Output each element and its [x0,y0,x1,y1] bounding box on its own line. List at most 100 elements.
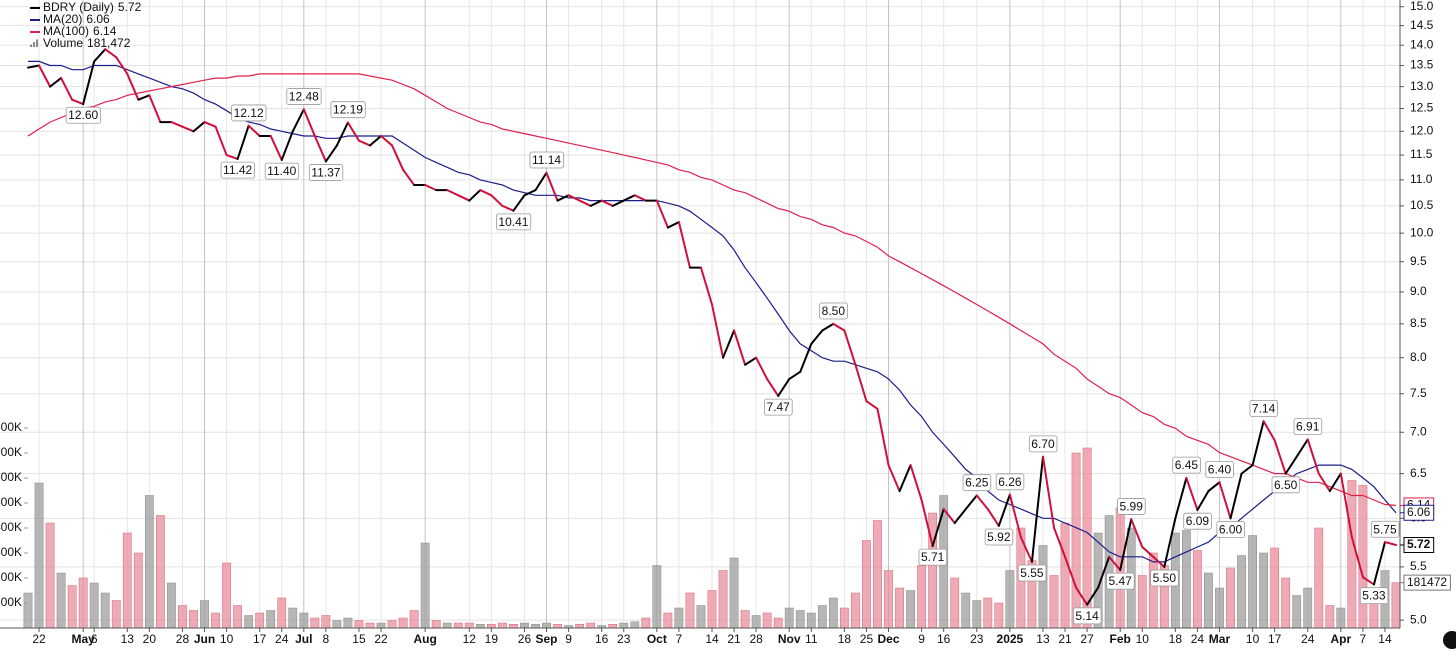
x-tick-label: Sep [536,632,558,646]
x-tick-label: 23 [617,632,631,646]
volume-bar [542,622,551,629]
price-segment [236,124,250,160]
price-segment [1053,526,1067,558]
price-segment [1196,490,1210,512]
volume-bar [156,515,165,629]
price-segment [1019,536,1033,563]
volume-bar [895,587,904,629]
volume-bar [773,617,783,629]
value-label: 5.99 [1120,499,1144,513]
price-segment [225,154,239,160]
value-label: 5.50 [1153,571,1177,585]
price-segment [975,494,989,511]
x-tick-label: 24 [1301,632,1315,646]
x-tick-label: 16 [937,632,951,646]
x-tick-label: 7 [1360,632,1367,646]
x-tick-label: 8 [323,632,330,646]
volume-bar [1005,570,1015,629]
legend-value: 6.14 [93,24,117,38]
price-segment [766,378,780,397]
x-tick-label: 27 [1080,632,1094,646]
price-segment [490,194,504,207]
volume-bar [1137,575,1147,629]
x-tick-label: 14 [1378,632,1392,646]
value-label: 5.75 [1373,522,1397,536]
price-segment [545,171,559,202]
volume-bar [67,585,77,629]
value-label: 12.19 [333,103,363,117]
y-tick-label: 8.5 [1410,316,1427,330]
price-segment [501,204,515,212]
price-segment [1339,472,1353,539]
volume-bar [144,495,154,629]
price-segment [832,322,846,332]
value-label-box [764,398,793,416]
y-tick-label: 7.0 [1410,424,1427,438]
price-segment [777,378,791,397]
x-tick-label: 21 [1058,632,1072,646]
grid [0,0,1400,628]
x-tick-label: 2025 [997,632,1024,646]
label-layer: 12.60 11.42 12.12 11.40 12.48 11.37 12.19 10.41… [65,88,1400,625]
price-segment [611,199,625,207]
price-segment [49,77,63,88]
price-segment [567,194,581,202]
x-tick-label: 10 [1246,632,1260,646]
value-label-box [65,106,101,124]
volume-bar [354,620,364,629]
volume-bar [122,532,132,629]
volume-bar [652,565,662,629]
x-tick-label: 22 [32,632,46,646]
price-segment [1008,493,1022,539]
price-segment [369,134,383,147]
volume-bar [1104,515,1114,629]
y2-tick-label: 300K [0,545,22,559]
price-segment [755,356,769,381]
volume-bar [464,622,474,629]
x-tick-label: 16 [595,632,609,646]
volume-bar [222,562,231,629]
volume-bar [983,597,993,629]
price-segment [1229,472,1243,520]
value-label: 5.33 [1362,589,1386,603]
value-label-box [1117,498,1146,515]
volume-bar [630,621,640,629]
price-segment [1075,586,1089,606]
volume-bar [817,605,827,629]
value-label: 6.70 [1031,437,1055,451]
price-segment [380,134,394,147]
value-label: 5.71 [921,550,945,564]
value-label-box [231,104,267,122]
volume-bar [486,624,496,629]
volume-bar [133,552,143,629]
y2-tick-label: 700K [0,445,22,459]
value-label-box [496,213,532,231]
x-tick-label: 14 [705,632,719,646]
value-label-box [529,151,564,169]
price-segment [402,168,416,186]
line-layer [27,48,1397,606]
volume-bar [1314,527,1324,629]
volume-bar [34,482,44,629]
y-tick-label: 13.5 [1410,58,1434,72]
value-label-box [1359,587,1389,605]
volume-bar [586,622,596,629]
volume-bar [1325,605,1335,629]
price-segment [1317,472,1331,493]
volume-bar [1336,607,1346,629]
x-tick-label: 18 [838,632,852,646]
price-segment [821,322,835,332]
volume-bar [1204,572,1213,629]
price-segment [997,493,1011,527]
x-tick-label: 24 [275,632,289,646]
value-label: 12.48 [289,90,319,104]
volume-bar [685,592,695,629]
price-segment [313,134,327,163]
value-label: 6.40 [1208,462,1232,476]
price-segment [1041,455,1055,529]
price-segment [247,124,261,137]
volume-bar [740,610,750,629]
x-tick-label: 23 [970,632,984,646]
volume-bar [321,615,331,629]
price-segment [677,221,691,269]
